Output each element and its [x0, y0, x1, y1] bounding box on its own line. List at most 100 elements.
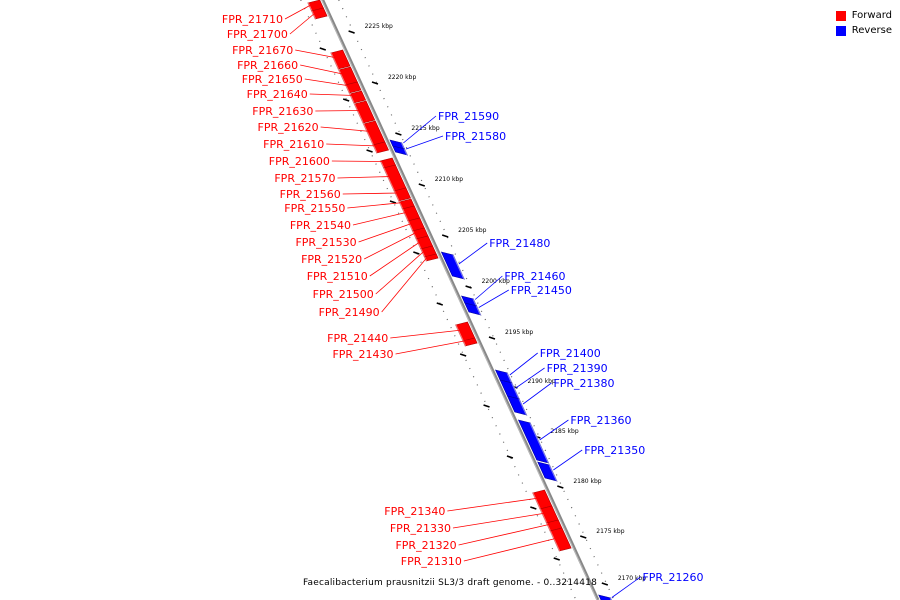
scale-tick-label: 2205 kbp — [458, 227, 486, 234]
forward-gene-label: FPR_21610 — [263, 138, 324, 151]
forward-gene-leader — [337, 176, 392, 179]
forward-gene-leader — [326, 143, 378, 147]
forward-gene — [371, 141, 389, 154]
forward-gene-leader — [463, 537, 558, 562]
reverse-gene-label: FPR_21590 — [438, 110, 499, 123]
forward-gene — [401, 205, 421, 222]
scale-tick — [418, 183, 426, 187]
forward-gene-label: FPR_21510 — [307, 270, 368, 283]
reverse-gene-leader — [539, 419, 569, 441]
scale-minor-tick — [483, 404, 490, 408]
legend-reverse-label: Reverse — [851, 25, 892, 36]
forward-gene-leader — [304, 78, 351, 87]
forward-gene-leader — [390, 329, 463, 339]
forward-gene-label: FPR_21560 — [280, 188, 341, 201]
scale-tick-label: 2210 kbp — [435, 176, 463, 183]
reverse-gene-label: FPR_21480 — [489, 237, 550, 250]
forward-gene-leader — [284, 3, 313, 20]
scale-tick — [441, 234, 449, 238]
forward-gene-label: FPR_21310 — [401, 555, 462, 568]
forward-gene — [411, 227, 429, 240]
reverse-gene — [537, 461, 558, 482]
reverse-gene-leader — [403, 115, 437, 144]
forward-gene — [329, 49, 351, 70]
forward-gene-label: FPR_21430 — [332, 348, 393, 361]
reverse-gene-label: FPR_21360 — [570, 414, 631, 427]
forward-gene-leader — [375, 249, 426, 295]
scale-tick-label: 2225 kbp — [365, 23, 393, 30]
scale-minor-tick — [553, 557, 560, 561]
forward-gene-label: FPR_21500 — [313, 288, 374, 301]
legend-reverse: Reverse — [835, 23, 892, 38]
scale-tick-label: 2215 kbp — [411, 125, 439, 132]
forward-swatch — [835, 10, 846, 21]
forward-gene-leader — [289, 11, 317, 35]
forward-gene — [382, 164, 407, 192]
forward-gene — [379, 157, 396, 169]
forward-gene-label: FPR_21640 — [247, 88, 308, 101]
reverse-gene-leader — [515, 367, 545, 389]
forward-gene-leader — [395, 340, 468, 355]
reverse-gene-label: FPR_21400 — [540, 347, 601, 360]
reverse-gene-leader — [611, 576, 641, 598]
reverse-gene-label: FPR_21380 — [553, 377, 614, 390]
forward-gene-label: FPR_21320 — [395, 539, 456, 552]
forward-gene-leader — [458, 523, 552, 546]
forward-gene-leader — [331, 160, 385, 162]
reverse-gene-leader — [522, 382, 552, 405]
forward-gene — [549, 527, 572, 552]
forward-gene-leader — [295, 49, 338, 59]
scale-tick-label: 2220 kbp — [388, 74, 416, 81]
scale-minor-tick — [366, 149, 373, 153]
reverse-gene-label: FPR_21450 — [511, 284, 572, 297]
scale-tick — [488, 336, 496, 340]
forward-gene-label: FPR_21540 — [290, 219, 351, 232]
forward-gene-leader — [342, 192, 400, 195]
legend-forward-label: Forward — [851, 10, 892, 21]
forward-gene-label: FPR_21650 — [242, 73, 303, 86]
reverse-gene-label: FPR_21580 — [445, 130, 506, 143]
scale-tick-label: 2170 kbp — [618, 575, 646, 582]
reverse-gene — [440, 251, 466, 280]
genome-caption: Faecalibacterium prausnitzii SL3/3 draft… — [302, 578, 597, 588]
scale-tick — [371, 81, 379, 85]
forward-gene-label: FPR_21660 — [237, 59, 298, 72]
forward-gene — [348, 90, 367, 104]
reverse-swatch — [835, 25, 846, 36]
forward-gene-leader — [381, 255, 429, 313]
reverse-gene-leader — [509, 352, 538, 376]
forward-gene-label: FPR_21550 — [284, 202, 345, 215]
forward-gene-label: FPR_21710 — [222, 13, 283, 26]
reverse-gene-leader — [474, 275, 503, 300]
reverse-gene — [506, 395, 528, 416]
forward-gene-label: FPR_21520 — [301, 253, 362, 266]
forward-gene-label: FPR_21340 — [384, 505, 445, 518]
reverse-gene-label: FPR_21460 — [504, 270, 565, 283]
scale-tick-label: 2195 kbp — [505, 329, 533, 336]
scale-minor-tick — [459, 353, 467, 357]
forward-gene-leader — [309, 93, 355, 96]
legend-forward: Forward — [835, 8, 892, 23]
scale-minor-tick — [413, 251, 420, 255]
reverse-gene-leader — [405, 135, 444, 150]
scale-tick — [348, 30, 355, 34]
scale-minor-tick — [389, 200, 397, 204]
forward-gene-label: FPR_21670 — [232, 44, 293, 57]
dotted-track-right — [338, 0, 615, 600]
reverse-gene-leader — [478, 289, 509, 308]
forward-gene-leader — [358, 222, 414, 243]
reverse-gene-label: FPR_21350 — [584, 444, 645, 457]
scale-tick — [580, 535, 587, 539]
reverse-gene — [392, 145, 409, 156]
scale-minor-tick — [506, 455, 514, 459]
forward-gene-leader — [300, 64, 346, 75]
forward-gene-label: FPR_21440 — [327, 332, 388, 345]
reverse-gene-leader — [553, 449, 583, 471]
forward-gene — [393, 187, 412, 202]
reverse-gene-label: FPR_21390 — [547, 362, 608, 375]
reverse-gene-leader — [458, 242, 488, 265]
scale-minor-tick — [342, 98, 350, 102]
forward-gene-label: FPR_21570 — [274, 172, 335, 185]
scale-tick-label: 2175 kbp — [596, 528, 624, 535]
